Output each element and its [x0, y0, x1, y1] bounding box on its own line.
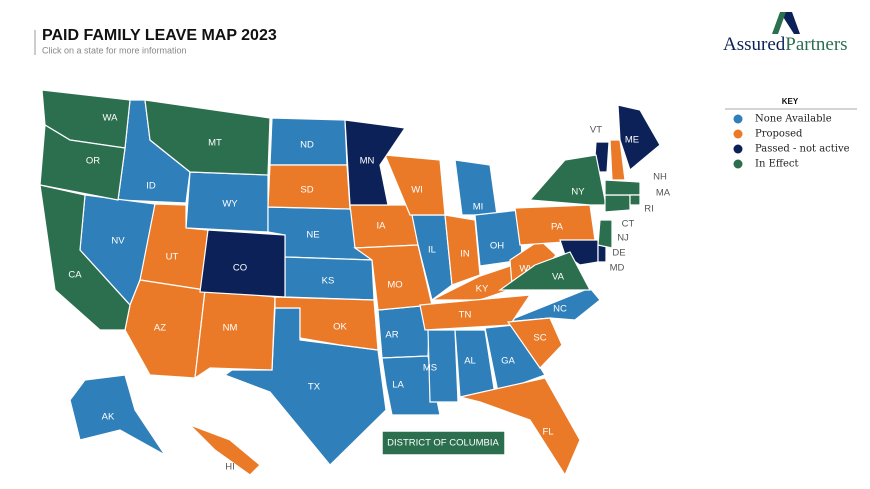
legend: None Available Proposed Passed - not activ…: [733, 114, 850, 170]
state-label[interactable]: VT: [590, 125, 602, 136]
state[interactable]: [597, 219, 613, 249]
legend-label: In Effect: [755, 159, 799, 170]
state[interactable]: [604, 179, 641, 196]
state-label[interactable]: WV: [519, 264, 535, 275]
state-label[interactable]: SD: [300, 185, 313, 196]
state[interactable]: [459, 377, 581, 477]
state[interactable]: [559, 239, 599, 266]
logo-text: AssuredPartners: [723, 34, 848, 55]
state-label[interactable]: NJ: [617, 233, 629, 244]
state[interactable]: [617, 104, 661, 172]
legend-swatch: [733, 114, 743, 124]
state-label[interactable]: OH: [490, 241, 504, 252]
state-label[interactable]: CT: [622, 219, 635, 230]
state-label[interactable]: KS: [322, 276, 335, 287]
state-label[interactable]: ND: [300, 140, 314, 151]
state[interactable]: [69, 374, 166, 456]
state-label[interactable]: ID: [146, 181, 156, 192]
state[interactable]: [353, 244, 433, 311]
legend-swatch: [733, 144, 743, 154]
state-label[interactable]: AL: [464, 356, 476, 367]
state-label[interactable]: TX: [308, 382, 321, 393]
state-label[interactable]: NH: [653, 172, 667, 183]
state-label[interactable]: HI: [225, 462, 235, 473]
logo-part: Assured: [723, 34, 786, 55]
legend-label: Proposed: [755, 129, 803, 140]
state-label[interactable]: NY: [571, 187, 585, 198]
state[interactable]: [597, 244, 607, 263]
state-label[interactable]: CA: [68, 270, 82, 281]
state[interactable]: [189, 424, 261, 476]
state[interactable]: [506, 317, 563, 369]
state[interactable]: [444, 214, 481, 286]
state-label[interactable]: WI: [411, 185, 423, 196]
state[interactable]: [427, 329, 459, 403]
state-label[interactable]: NM: [223, 323, 238, 334]
state-label[interactable]: LA: [392, 380, 404, 391]
state-label[interactable]: MT: [208, 138, 222, 149]
state-label[interactable]: NV: [111, 236, 125, 247]
state-label[interactable]: AZ: [154, 323, 166, 334]
state[interactable]: [144, 99, 271, 176]
logo-part: Partners: [785, 34, 847, 55]
legend-swatch: [733, 159, 743, 169]
state-label[interactable]: DE: [612, 248, 625, 259]
state-label[interactable]: FL: [542, 427, 553, 438]
state-label[interactable]: AK: [102, 412, 115, 423]
state-label[interactable]: NE: [306, 230, 319, 241]
logo: AssuredPartners: [723, 12, 848, 55]
title: PAID FAMILY LEAVE MAP 2023: [42, 27, 277, 44]
state-label[interactable]: VA: [552, 272, 565, 283]
logo-icon: [772, 12, 786, 34]
state-label[interactable]: MN: [360, 156, 375, 167]
state-label[interactable]: RI: [644, 204, 654, 215]
state[interactable]: [609, 139, 626, 181]
legend-swatch: [733, 129, 743, 139]
state-label[interactable]: MA: [656, 188, 671, 199]
state-label[interactable]: MI: [473, 202, 484, 213]
state[interactable]: [528, 154, 607, 206]
state-label[interactable]: IN: [460, 249, 470, 260]
subtitle: Click on a state for more information: [42, 45, 187, 55]
state-label[interactable]: AR: [385, 330, 398, 341]
state[interactable]: [484, 324, 546, 393]
state-label[interactable]: PA: [551, 222, 564, 233]
state-label[interactable]: GA: [501, 356, 515, 367]
state-label[interactable]: IL: [428, 245, 436, 256]
state-label[interactable]: MS: [423, 363, 437, 374]
state-label[interactable]: TN: [459, 310, 472, 321]
legend-label: Passed - not active: [755, 144, 850, 155]
state-label[interactable]: IA: [377, 221, 387, 232]
state[interactable]: [604, 194, 631, 213]
state-label[interactable]: UT: [166, 252, 179, 263]
state[interactable]: [39, 184, 131, 331]
state-label[interactable]: OR: [86, 156, 100, 167]
dc-button[interactable]: [381, 430, 506, 456]
dc-button-label[interactable]: DISTRICT OF COLUMBIA: [387, 438, 499, 449]
state-label[interactable]: ME: [625, 135, 639, 146]
state-label[interactable]: SC: [533, 333, 546, 344]
state-label[interactable]: CO: [233, 263, 247, 274]
state-label[interactable]: NC: [553, 304, 567, 315]
state[interactable]: [199, 229, 286, 298]
state-label[interactable]: OK: [333, 322, 347, 333]
state[interactable]: [274, 296, 379, 351]
state[interactable]: [39, 123, 126, 201]
state[interactable]: [194, 289, 276, 380]
state-label[interactable]: MD: [610, 263, 625, 274]
states: ID NV WY ND NE KS TX AR LA MS AL GA NC IL MI OH AK UT AZ NM…: [39, 89, 671, 477]
logo-icon: [780, 12, 800, 34]
key-title: KEY: [782, 97, 799, 106]
legend-label: None Available: [755, 114, 832, 125]
state[interactable]: [629, 194, 641, 206]
state-label[interactable]: WY: [222, 199, 238, 210]
state-label[interactable]: WA: [103, 113, 119, 124]
state[interactable]: [381, 355, 441, 416]
state[interactable]: [498, 251, 591, 291]
state[interactable]: [344, 119, 407, 206]
state-label[interactable]: MO: [387, 280, 402, 291]
state-label[interactable]: KY: [476, 284, 489, 295]
